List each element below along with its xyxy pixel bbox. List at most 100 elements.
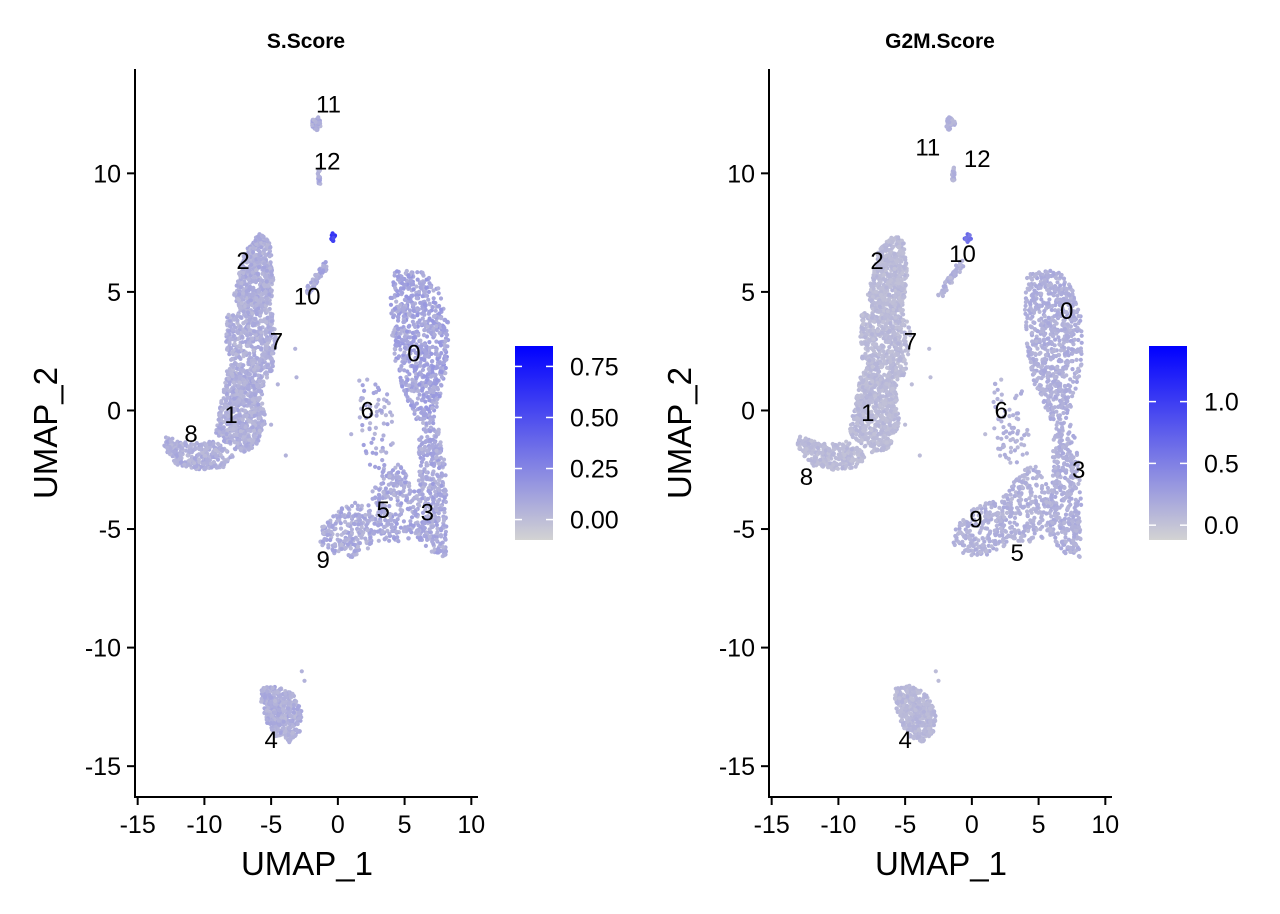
data-point — [415, 277, 420, 282]
x-axis-label: UMAP_1 — [241, 845, 373, 882]
cluster-label: 0 — [407, 341, 420, 368]
data-point — [330, 231, 335, 236]
data-point — [403, 475, 408, 480]
data-point — [429, 374, 434, 379]
data-point — [434, 327, 439, 333]
data-point — [402, 297, 408, 302]
data-point — [438, 450, 443, 455]
data-point — [373, 464, 378, 469]
data-point — [1051, 318, 1056, 323]
data-point — [407, 527, 412, 533]
data-point — [407, 488, 412, 493]
data-point — [425, 394, 430, 399]
cluster-label: 9 — [317, 547, 330, 574]
data-point — [371, 531, 376, 536]
data-point — [433, 505, 438, 510]
data-point — [360, 383, 365, 388]
cluster-label: 4 — [264, 727, 277, 754]
data-point — [291, 710, 296, 715]
data-point — [232, 292, 237, 297]
data-point — [1058, 386, 1063, 391]
data-point — [368, 535, 373, 540]
data-point — [244, 314, 249, 319]
data-point — [1035, 377, 1040, 382]
data-point — [396, 339, 401, 345]
data-point — [427, 420, 432, 425]
data-point — [265, 362, 270, 367]
data-point — [1039, 275, 1044, 281]
data-point — [287, 737, 292, 742]
data-point — [339, 506, 344, 511]
data-point — [393, 358, 398, 363]
data-point — [339, 546, 344, 552]
data-point — [257, 421, 262, 426]
data-point — [411, 308, 416, 313]
data-point — [1045, 374, 1050, 379]
data-point — [397, 331, 402, 336]
data-point — [257, 395, 262, 400]
data-point — [254, 312, 259, 317]
data-point — [1030, 330, 1035, 335]
data-point — [259, 699, 264, 704]
data-point — [425, 453, 430, 458]
x-tick-label: -10 — [186, 811, 222, 839]
data-point — [443, 499, 448, 505]
data-point — [332, 542, 338, 547]
data-point — [238, 446, 243, 451]
data-point — [260, 401, 265, 406]
data-point — [253, 316, 258, 321]
data-point — [402, 480, 408, 485]
data-point — [348, 546, 353, 551]
data-point — [381, 433, 386, 438]
data-point — [394, 269, 400, 274]
data-point — [427, 340, 432, 345]
data-point — [233, 432, 238, 437]
data-point — [1047, 371, 1052, 376]
data-point — [241, 309, 246, 314]
data-point — [434, 448, 439, 453]
cluster-label: 2 — [236, 248, 249, 275]
data-point — [406, 312, 411, 317]
data-point — [396, 470, 401, 475]
cluster-label: 8 — [184, 421, 197, 448]
data-point — [417, 406, 423, 411]
data-point — [349, 503, 355, 509]
data-point — [261, 282, 266, 287]
data-point — [346, 506, 351, 511]
data-point — [349, 432, 354, 437]
data-point — [416, 289, 422, 294]
data-point — [385, 422, 390, 427]
data-point — [250, 336, 255, 341]
data-point — [1025, 342, 1030, 347]
data-point — [256, 289, 261, 294]
data-point — [202, 453, 207, 458]
data-point — [288, 693, 293, 698]
data-point — [247, 419, 252, 424]
data-point — [283, 691, 288, 696]
data-point — [437, 394, 442, 399]
data-point — [422, 444, 428, 449]
data-point — [1072, 374, 1077, 379]
data-point — [262, 261, 267, 266]
data-point — [435, 530, 440, 535]
data-point — [414, 329, 420, 334]
data-point — [414, 284, 419, 289]
data-point — [411, 287, 416, 292]
data-point — [1028, 360, 1033, 365]
data-point — [430, 344, 435, 349]
data-point — [232, 396, 237, 401]
data-point — [261, 352, 266, 357]
data-point — [239, 281, 244, 286]
data-point — [436, 291, 441, 296]
data-point — [234, 314, 239, 319]
data-point — [257, 412, 262, 417]
data-point — [240, 422, 245, 427]
data-point — [368, 541, 373, 546]
data-point — [270, 685, 275, 691]
data-point — [260, 278, 265, 283]
data-point — [352, 549, 357, 554]
data-point — [1047, 297, 1052, 302]
data-point — [231, 364, 236, 369]
